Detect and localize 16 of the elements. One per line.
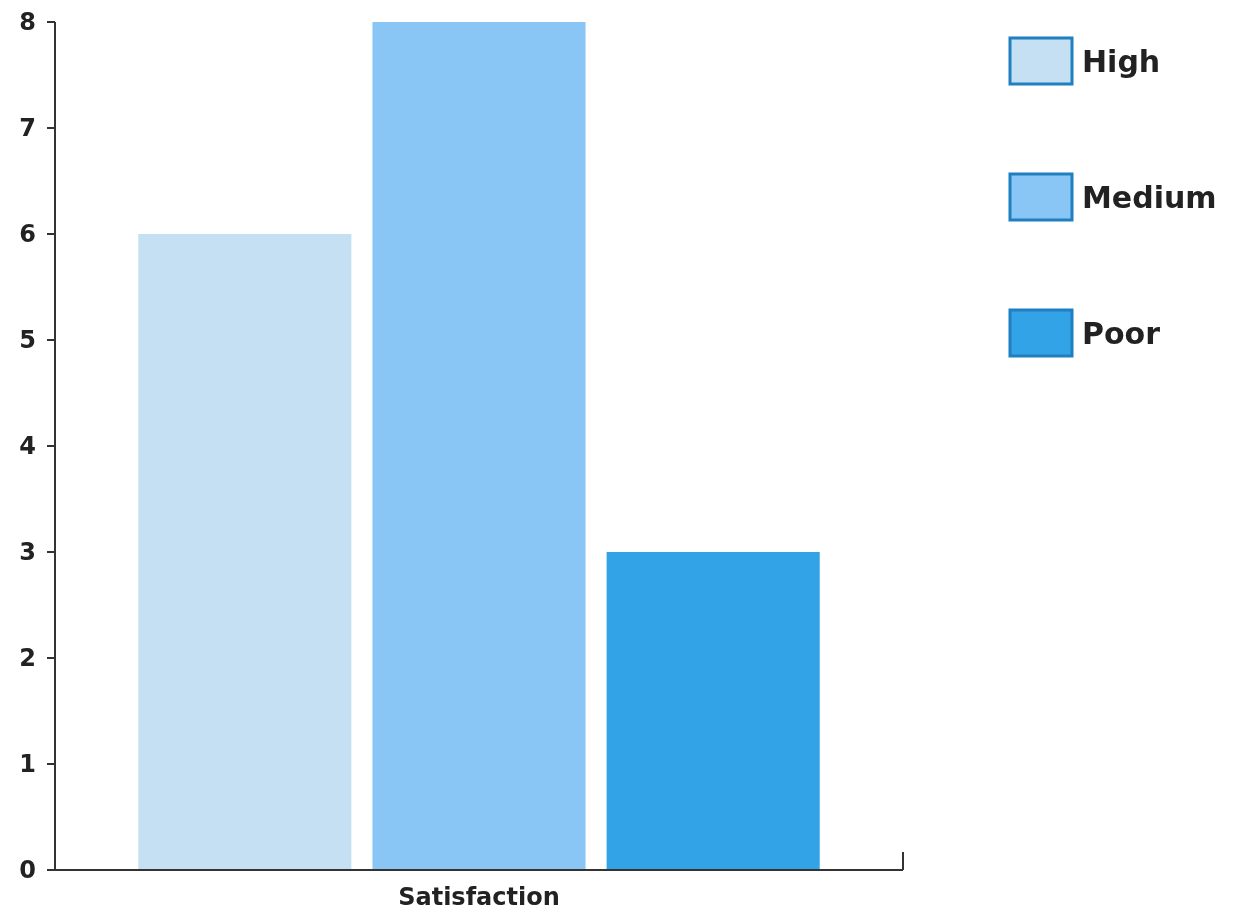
y-tick-label: 4 [19,432,36,461]
y-tick-label: 3 [19,538,36,567]
legend-label: Poor [1082,315,1161,351]
bar [372,22,586,870]
y-tick-label: 1 [19,750,36,779]
y-tick-label: 0 [19,856,36,885]
y-tick-label: 2 [19,644,36,673]
legend-label: Medium [1082,179,1217,215]
bar [138,234,352,870]
x-tick-label: Satisfaction [398,883,560,911]
legend-label: High [1082,43,1161,79]
y-tick-label: 8 [19,8,36,37]
bar [606,552,820,870]
y-tick-label: 7 [19,114,36,143]
y-tick-label: 5 [19,326,36,355]
y-tick-label: 6 [19,220,36,249]
